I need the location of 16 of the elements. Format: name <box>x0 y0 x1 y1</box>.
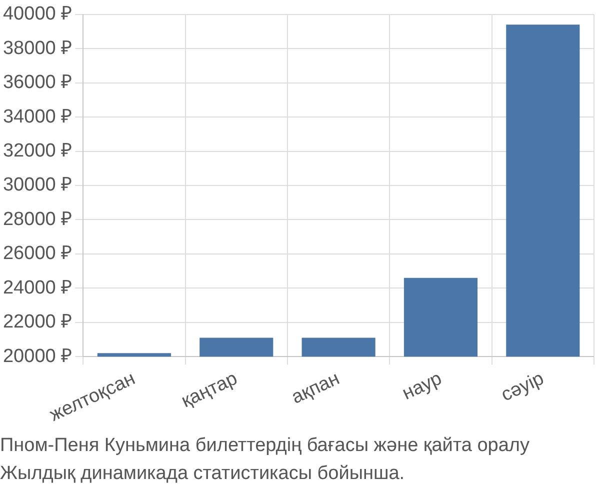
y-tick-label: 22000 ₽ <box>2 312 72 333</box>
y-tick-label: 40000 ₽ <box>2 4 72 25</box>
y-tick-label: 30000 ₽ <box>2 174 72 196</box>
x-tick-label: сәуір <box>498 368 548 406</box>
y-tick-label: 34000 ₽ <box>2 106 72 128</box>
text: Пном-Пеня Куньмина билеттердің бағасы және қайта оралу <box>0 434 531 458</box>
x-tick-label: наур <box>399 368 446 404</box>
y-tick-label: 28000 ₽ <box>2 208 72 230</box>
y-tick-label: 24000 ₽ <box>2 277 72 298</box>
y-tick-label: 38000 ₽ <box>2 38 72 59</box>
y-tick-label: 36000 ₽ <box>2 72 72 94</box>
y-tick-label: 32000 ₽ <box>2 140 72 162</box>
y-tick-label: 26000 ₽ <box>2 243 72 264</box>
text: Жылдық динамикада статистикасы бойынша. <box>0 462 406 486</box>
y-tick-label: 20000 ₽ <box>2 346 72 367</box>
x-tick-label: ақпан <box>288 368 343 408</box>
